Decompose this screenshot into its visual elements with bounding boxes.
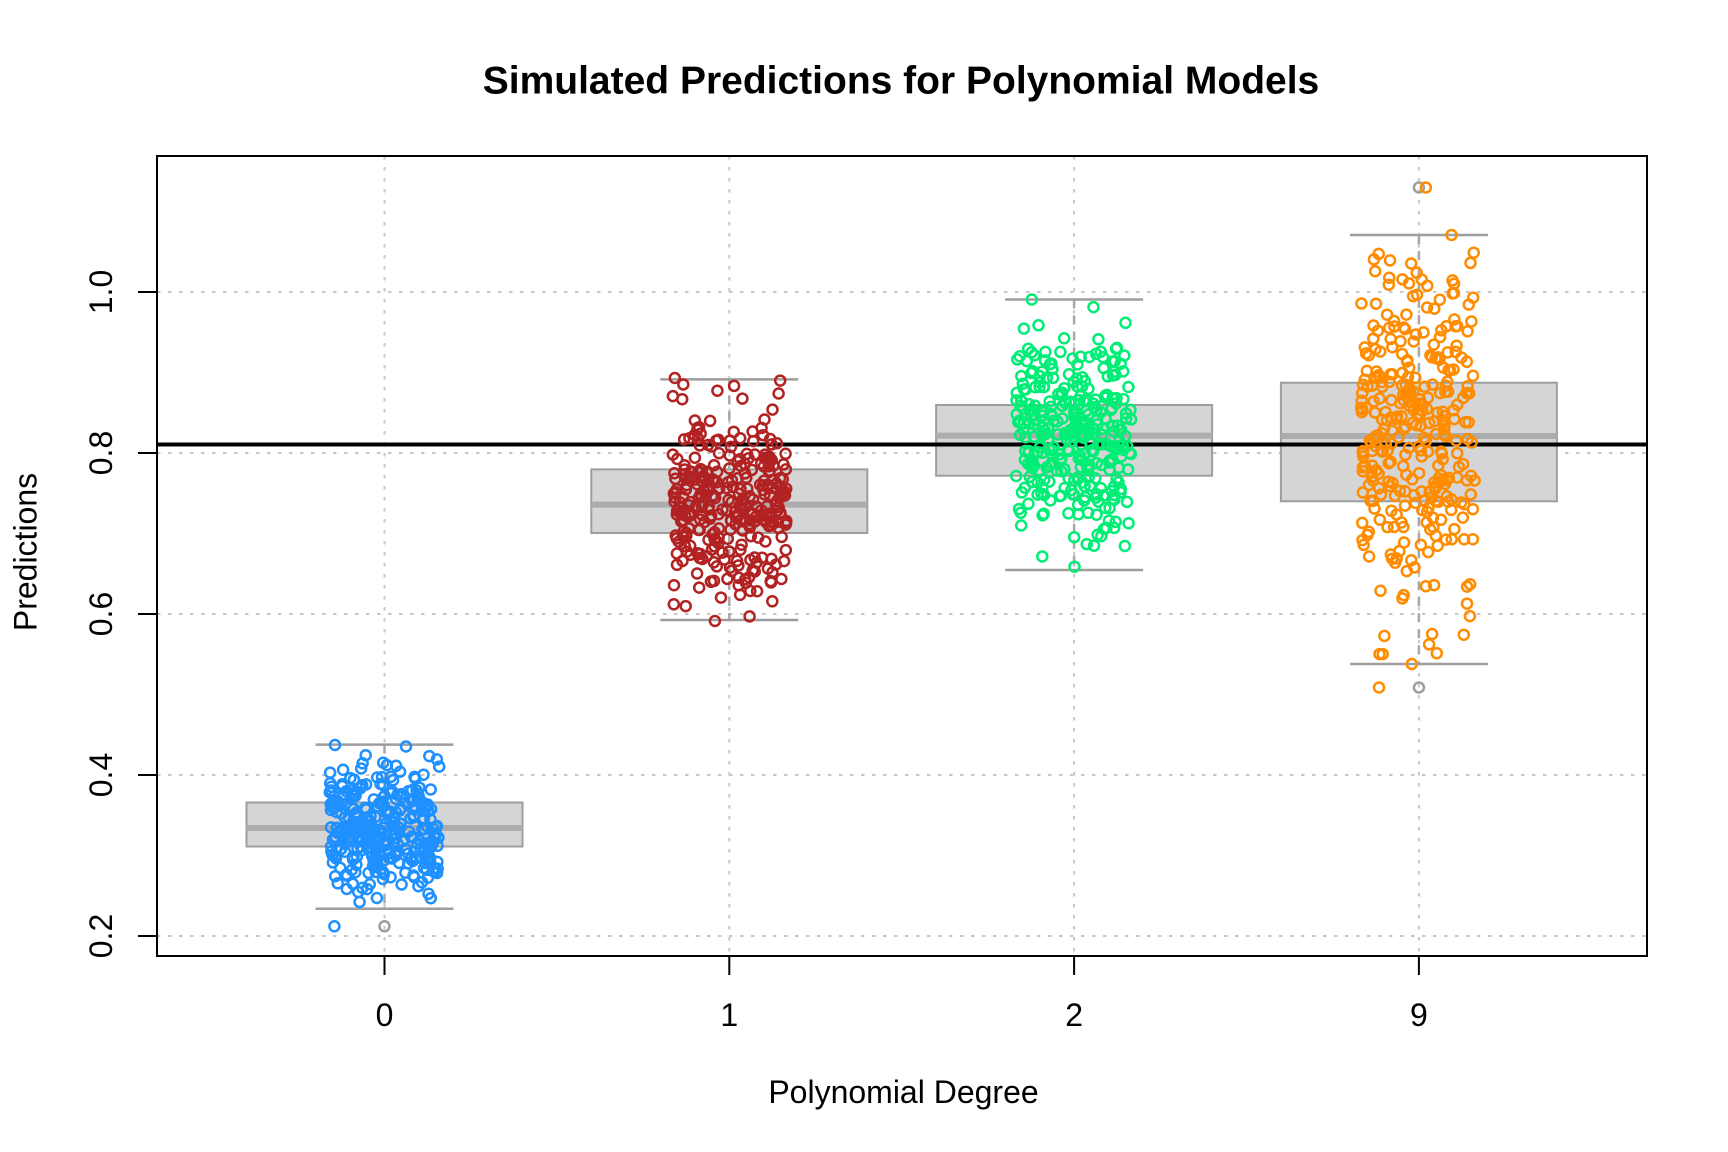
svg-text:0.2: 0.2 bbox=[83, 914, 119, 958]
svg-text:0.8: 0.8 bbox=[83, 431, 119, 475]
svg-text:0: 0 bbox=[376, 997, 394, 1033]
svg-text:9: 9 bbox=[1410, 997, 1428, 1033]
svg-text:0.6: 0.6 bbox=[83, 592, 119, 636]
svg-text:0.4: 0.4 bbox=[83, 753, 119, 797]
svg-text:Predictions: Predictions bbox=[8, 473, 44, 631]
svg-text:Simulated Predictions for Poly: Simulated Predictions for Polynomial Mod… bbox=[483, 60, 1319, 103]
svg-text:1: 1 bbox=[720, 997, 738, 1033]
svg-text:1.0: 1.0 bbox=[83, 270, 119, 314]
svg-text:Polynomial Degree: Polynomial Degree bbox=[768, 1074, 1038, 1110]
svg-text:2: 2 bbox=[1065, 997, 1083, 1033]
